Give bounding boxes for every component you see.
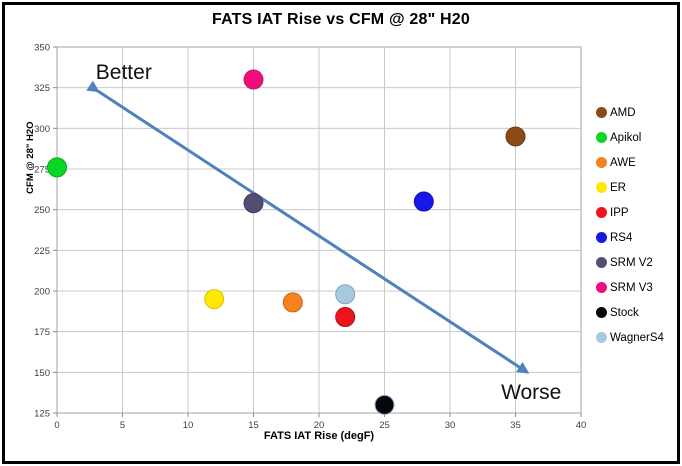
- legend-marker-icon: [596, 282, 607, 293]
- x-tick-label: 5: [120, 420, 125, 431]
- y-tick-label: 300: [34, 124, 50, 135]
- y-tick-label: 350: [34, 43, 50, 54]
- legend: AMD Apikol AWE ER IPP RS4 SRM V2 SRM V3 Stock Wag…: [596, 100, 664, 350]
- y-tick-label: 150: [34, 368, 50, 379]
- x-tick-label: 10: [183, 420, 194, 431]
- legend-marker-icon: [596, 107, 607, 118]
- y-tick-label: 275: [34, 165, 50, 176]
- x-tick-label: 15: [248, 420, 259, 431]
- x-tick-label: 0: [54, 420, 59, 431]
- legend-item: Stock: [596, 300, 664, 325]
- legend-item: AMD: [596, 100, 664, 125]
- chart-title: FATS IAT Rise vs CFM @ 28" H20: [212, 11, 470, 28]
- y-tick-label: 325: [34, 83, 50, 94]
- legend-label: Apikol: [610, 131, 642, 144]
- y-tick-label: 175: [34, 327, 50, 338]
- legend-marker-icon: [596, 182, 607, 193]
- annotation-better: Better: [96, 61, 152, 84]
- x-tick-label: 20: [314, 420, 325, 431]
- legend-label: SRM V3: [610, 281, 653, 294]
- data-point-stock: [374, 394, 395, 415]
- legend-item: Apikol: [596, 125, 664, 150]
- data-point-apikol: [47, 157, 67, 178]
- data-point-rs4: [413, 191, 434, 212]
- legend-item: ER: [596, 175, 664, 200]
- legend-marker-icon: [596, 307, 607, 318]
- x-axis-title: FATS IAT Rise (degF): [263, 430, 375, 442]
- trend-arrow: [86, 80, 530, 374]
- data-point-ipp: [335, 307, 356, 328]
- legend-item: SRM V2: [596, 250, 664, 275]
- data-point-srm-v2: [243, 193, 264, 214]
- legend-item: AWE: [596, 150, 664, 175]
- y-axis-title-text: CFM @ 28" H2O: [25, 121, 36, 194]
- legend-label: SRM V2: [610, 256, 653, 269]
- legend-marker-icon: [596, 157, 607, 168]
- legend-item: SRM V3: [596, 275, 664, 300]
- legend-item: IPP: [596, 200, 664, 225]
- legend-marker-icon: [596, 257, 607, 268]
- x-tick-label: 35: [510, 420, 521, 431]
- data-point-wagners4: [335, 284, 356, 305]
- legend-marker-icon: [596, 232, 607, 243]
- y-tick-label: 225: [34, 246, 50, 257]
- annotation-worse: Worse: [501, 381, 561, 404]
- legend-item: RS4: [596, 225, 664, 250]
- legend-label: AMD: [610, 106, 636, 119]
- data-point-amd: [505, 126, 526, 147]
- legend-label: ER: [610, 181, 626, 194]
- y-tick-label: 125: [34, 409, 50, 420]
- legend-label: RS4: [610, 231, 633, 244]
- y-tick-label: 200: [34, 287, 50, 298]
- legend-label: IPP: [610, 206, 629, 219]
- data-point-srm-v3: [243, 69, 264, 90]
- legend-label: Stock: [610, 306, 639, 319]
- x-tick-label: 30: [445, 420, 456, 431]
- data-point-awe: [282, 292, 303, 313]
- data-point-er: [204, 289, 225, 310]
- legend-marker-icon: [596, 207, 607, 218]
- x-tick-label: 40: [576, 420, 587, 431]
- legend-label: AWE: [610, 156, 636, 169]
- legend-marker-icon: [596, 132, 607, 143]
- legend-label: WagnerS4: [610, 331, 664, 344]
- legend-item: WagnerS4: [596, 325, 664, 350]
- legend-marker-icon: [596, 332, 607, 343]
- y-tick-label: 250: [34, 205, 50, 216]
- x-tick-label: 25: [379, 420, 390, 431]
